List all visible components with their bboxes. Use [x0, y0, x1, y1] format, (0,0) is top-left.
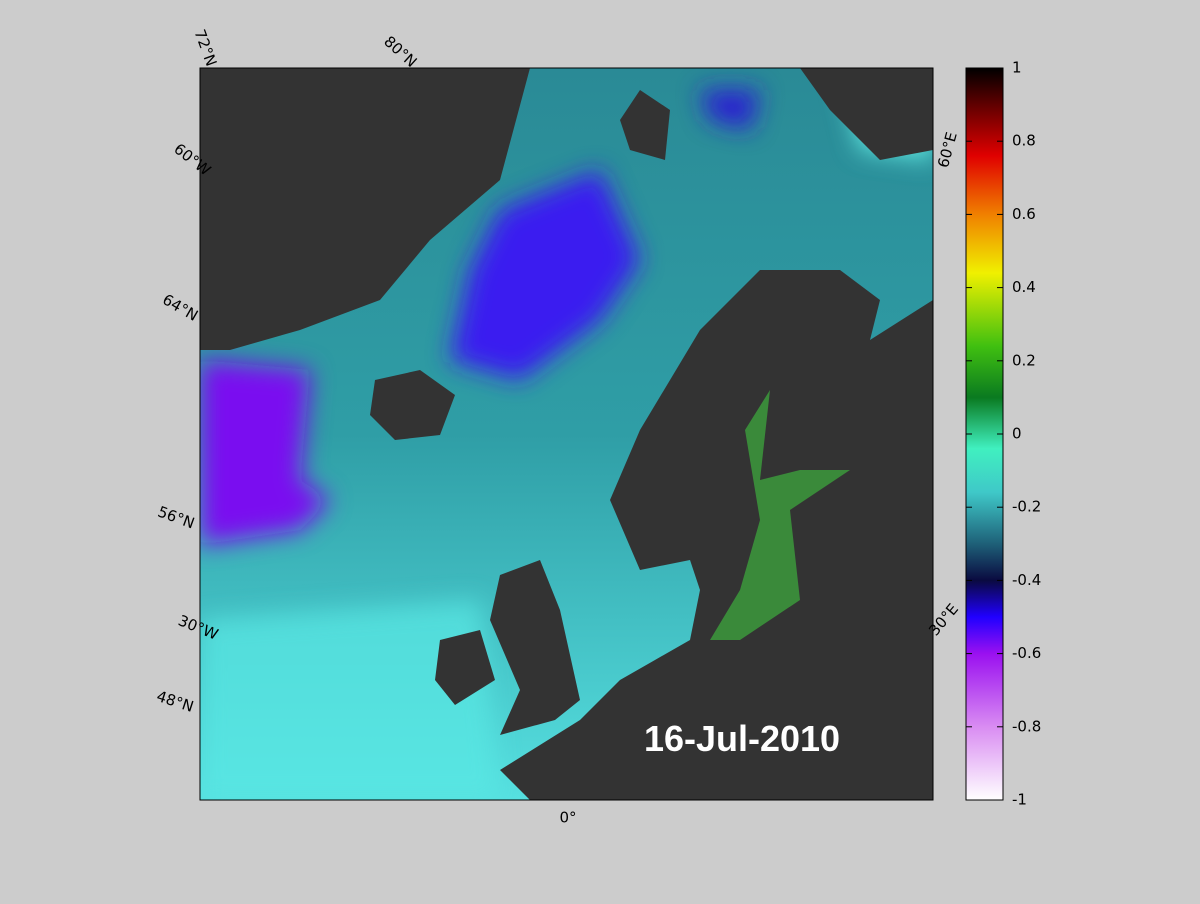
anomaly-field [200, 68, 933, 800]
baltic-sea [710, 390, 850, 640]
graticule-label: 56°N [155, 503, 197, 533]
colorbar-tick-label: 1 [1012, 59, 1022, 77]
graticule-label: 80°N [380, 32, 420, 71]
graticule-label: 0° [559, 809, 576, 827]
colorbar-tick-label: 0.4 [1012, 278, 1036, 296]
map [200, 68, 933, 800]
graticule-label: 60°E [934, 130, 961, 170]
graticule-label: 48°N [154, 687, 196, 716]
colorbar-tick-label: 0.8 [1012, 132, 1036, 150]
colorbar-tick-label: -0.4 [1012, 571, 1041, 589]
land [200, 68, 933, 800]
colorbar-tick-label: -0.8 [1012, 717, 1041, 735]
colorbar-tick-label: -0.2 [1012, 498, 1041, 516]
map-frame [199, 67, 934, 801]
colorbar-tick-label: 0.2 [1012, 351, 1036, 369]
colorbar-tick-label: -0.6 [1012, 644, 1041, 662]
colorbar-tick-label: -1 [1012, 791, 1027, 809]
date-label: 16-Jul-2010 [644, 718, 840, 759]
graticule-label: 64°N [159, 290, 201, 324]
colorbar-tick-label: 0 [1012, 425, 1022, 443]
graticule-label: 72°N [191, 27, 221, 69]
colorbar-tick-label: 0.6 [1012, 205, 1036, 223]
